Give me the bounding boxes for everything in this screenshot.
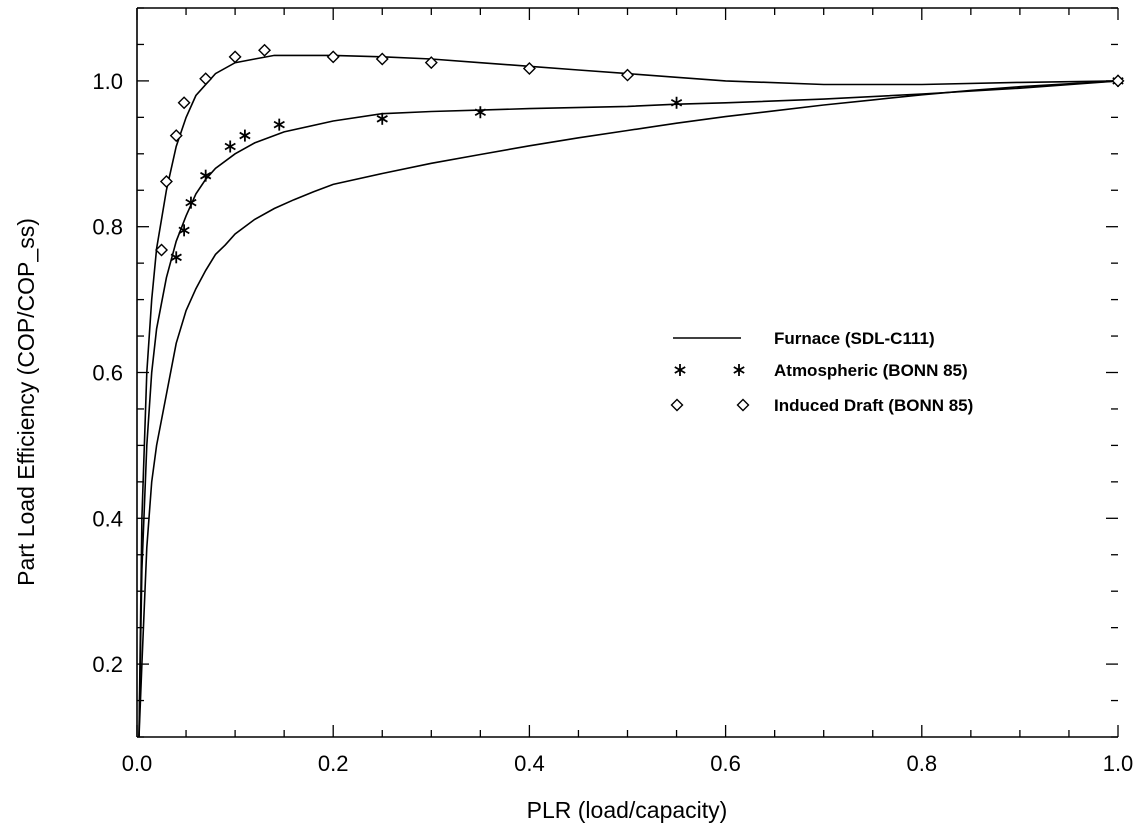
x-tick-label: 0.4: [514, 751, 545, 776]
star-stroke: [185, 198, 197, 207]
star-stroke: [376, 115, 388, 123]
curve-line: [138, 80, 1119, 738]
axis-ticks: [136, 7, 1119, 738]
star-stroke: [170, 253, 182, 262]
atmospheric-marker: [170, 251, 182, 264]
y-tick-label: 0.2: [92, 652, 123, 677]
induced-draft-marker: [228, 50, 242, 64]
induced-draft-marker: [375, 52, 389, 66]
atmospheric-marker: [185, 196, 197, 209]
induced-draft-marker: [155, 243, 169, 257]
atmospheric-marker: [224, 140, 236, 153]
induced-draft-marker: [159, 175, 173, 188]
curve-line: [138, 54, 1119, 738]
star-stroke: [733, 366, 745, 374]
axis-tick-labels: 0.0 0.2 0.4 0.6 0.8 1.0 0.2 0.4 0.6 0.8 1.0: [92, 69, 1133, 776]
atmospheric-marker: [178, 224, 190, 237]
legend-diamond-symbol: [736, 398, 750, 412]
x-axis-title: PLR (load/capacity): [527, 797, 728, 823]
star-stroke: [224, 142, 236, 151]
x-tick-label: 0.6: [710, 751, 741, 776]
y-tick-label: 0.8: [92, 215, 123, 240]
x-tick-label: 0.0: [122, 751, 153, 776]
x-tick-label: 1.0: [1103, 751, 1134, 776]
y-tick-label: 0.6: [92, 361, 123, 386]
plot-frame: [136, 7, 1118, 738]
induced-draft-marker: [522, 62, 536, 75]
series-markers: [155, 43, 1125, 376]
star-stroke: [178, 226, 190, 235]
curve-line: [138, 80, 1119, 738]
atmospheric-marker: [200, 169, 212, 182]
induced-draft-marker: [169, 129, 183, 143]
atmospheric-marker: [670, 96, 683, 109]
legend-diamond-symbol: [670, 398, 684, 412]
induced-draft-marker: [177, 96, 191, 110]
x-tick-label: 0.2: [318, 751, 349, 776]
x-tick-label: 0.8: [907, 751, 938, 776]
induced-draft-marker: [621, 68, 634, 82]
star-stroke: [674, 366, 686, 374]
legend: Furnace (SDL-C111) Atmospheric (BONN 85) I…: [670, 329, 973, 415]
star-stroke: [474, 108, 486, 117]
induced-draft-marker: [424, 56, 438, 70]
star-stroke: [200, 171, 212, 180]
atmospheric-marker: [239, 129, 251, 142]
star-stroke: [239, 131, 251, 140]
legend-star-symbol: [733, 364, 745, 376]
legend-label: Atmospheric (BONN 85): [774, 361, 968, 380]
star-stroke: [670, 98, 683, 107]
y-axis-title: Part Load Efficiency (COP/COP_ss): [13, 218, 39, 586]
legend-star-symbol: [674, 364, 686, 376]
series-curves: [138, 54, 1119, 738]
induced-draft-marker: [199, 72, 213, 86]
atmospheric-marker: [273, 118, 285, 131]
star-stroke: [273, 120, 285, 129]
y-tick-label: 0.4: [92, 506, 123, 531]
atmospheric-marker: [376, 112, 388, 125]
atmospheric-marker: [474, 106, 486, 119]
induced-draft-marker: [258, 43, 272, 57]
y-tick-label: 1.0: [92, 69, 123, 94]
induced-draft-marker: [326, 50, 340, 64]
legend-label: Induced Draft (BONN 85): [774, 396, 973, 415]
induced-draft-marker: [1111, 74, 1125, 88]
legend-label: Furnace (SDL-C111): [774, 329, 935, 348]
